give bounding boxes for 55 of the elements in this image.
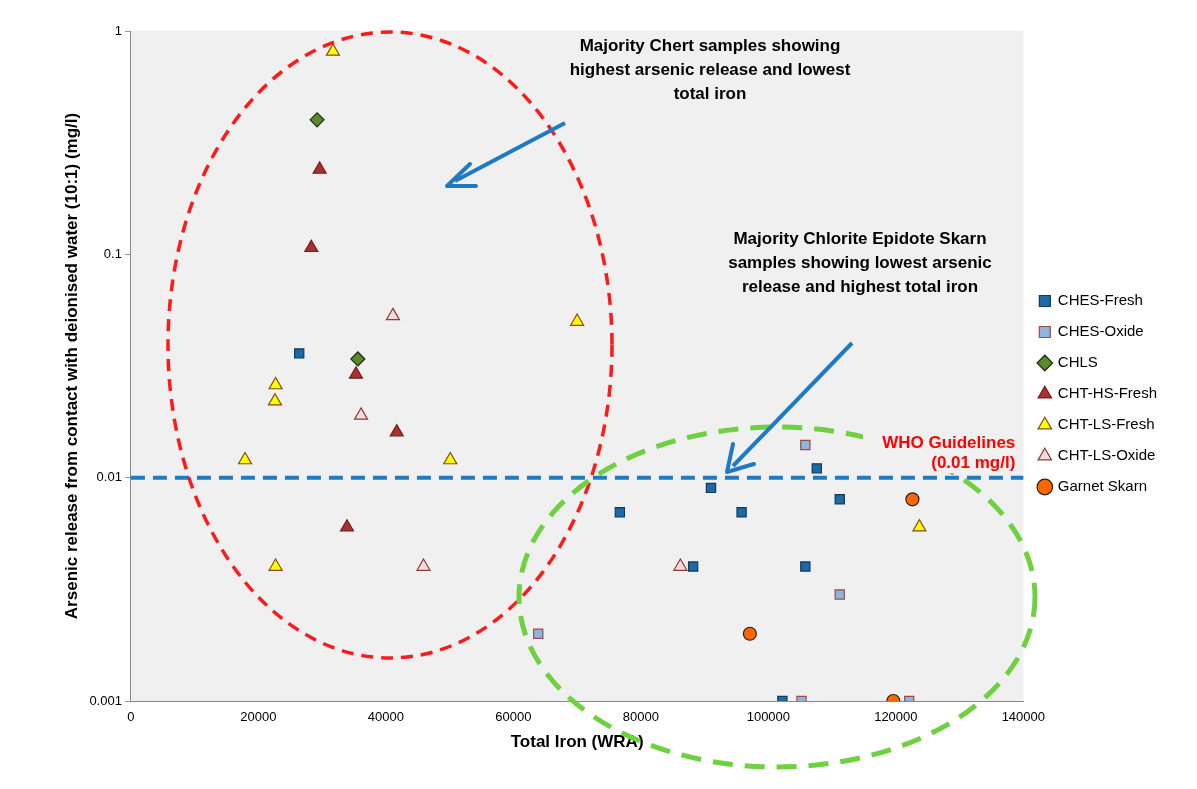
legend-label: CHT-LS-Oxide	[1057, 446, 1156, 464]
ref-line-label: WHO Guidelines (0.01 mg/l)	[863, 432, 1018, 473]
x-tick-label: 80000	[622, 709, 659, 725]
x-tick-label: 40000	[367, 709, 404, 725]
x-tick-label: 20000	[240, 709, 277, 725]
point	[339, 519, 355, 532]
point	[811, 463, 822, 474]
y-tick-label: 0.1	[103, 245, 122, 261]
point	[834, 589, 845, 600]
point	[268, 558, 283, 571]
point	[800, 561, 811, 572]
point	[736, 507, 747, 518]
point	[533, 628, 544, 639]
point	[385, 307, 401, 321]
legend-label: CHT-LS-Fresh	[1057, 415, 1155, 433]
point	[294, 348, 305, 359]
point	[268, 376, 283, 390]
y-tick-label: 1	[114, 22, 122, 38]
point	[570, 313, 585, 326]
point	[742, 626, 757, 641]
point	[416, 558, 431, 571]
point	[237, 451, 253, 465]
point	[389, 423, 404, 437]
point	[309, 112, 325, 128]
legend-label: CHES-Oxide	[1057, 322, 1144, 340]
x-tick-label: 60000	[495, 709, 532, 725]
point	[673, 558, 688, 571]
legend-label: Garnet Skarn	[1057, 477, 1148, 495]
x-tick-label: 120000	[874, 709, 918, 725]
point	[905, 492, 920, 507]
annotation: Majority Chlorite Epidote Skarn samples showing lowest arsenic release and highest total iron	[727, 228, 993, 298]
legend-label: CHT-HS-Fresh	[1057, 384, 1157, 402]
point	[350, 351, 366, 367]
point	[614, 507, 626, 518]
point	[912, 519, 927, 532]
point	[800, 439, 811, 451]
x-tick-label: 0	[127, 709, 135, 725]
y-tick-label: 0.01	[96, 469, 122, 485]
point	[443, 451, 458, 465]
point	[325, 43, 341, 56]
point	[267, 393, 283, 406]
y-axis-title: Arsenic release from contact with deionised water (10:1) (mg/l)	[61, 112, 81, 620]
x-tick-label: 100000	[746, 709, 791, 725]
point	[348, 366, 364, 379]
legend-label: CHES-Fresh	[1057, 291, 1143, 309]
x-tick-label: 140000	[1001, 709, 1046, 725]
point	[353, 407, 369, 420]
annotation: Majority Chert samples showing highest arsenic release and lowest total iron	[568, 35, 852, 105]
y-tick-label: 0.001	[89, 692, 122, 708]
point	[705, 482, 717, 494]
point	[304, 239, 319, 253]
point	[312, 161, 327, 174]
point	[687, 561, 699, 572]
point	[834, 494, 845, 505]
legend-label: CHLS	[1057, 353, 1098, 371]
